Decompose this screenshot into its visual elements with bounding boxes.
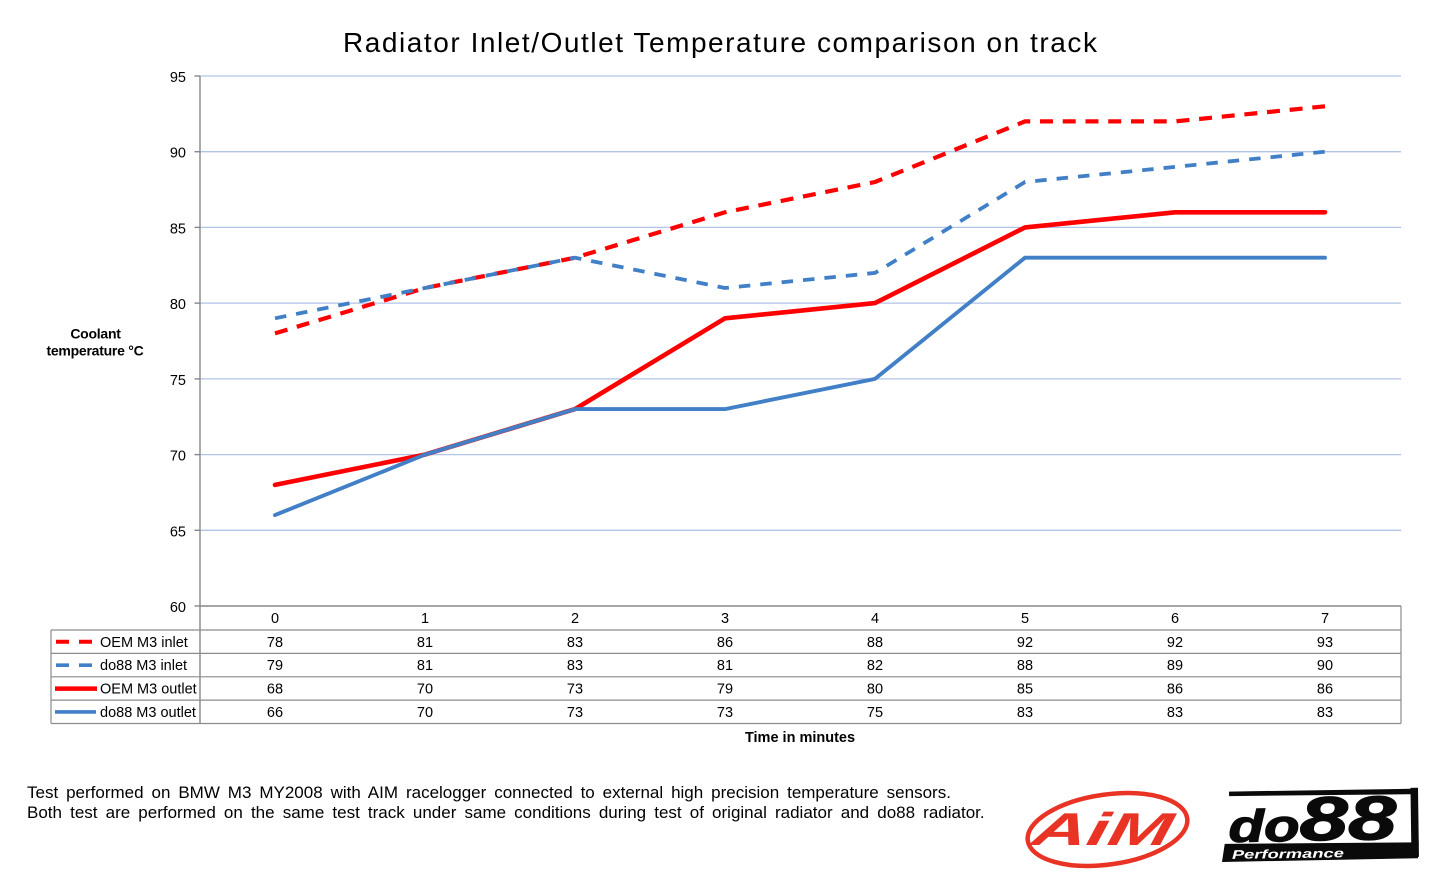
svg-text:70: 70 bbox=[417, 682, 433, 698]
svg-text:Coolant: Coolant bbox=[70, 326, 121, 342]
svg-text:80: 80 bbox=[170, 297, 186, 313]
svg-text:81: 81 bbox=[417, 658, 433, 674]
svg-text:AiM: AiM bbox=[1026, 803, 1180, 854]
svg-text:70: 70 bbox=[417, 705, 433, 721]
svg-text:3: 3 bbox=[721, 611, 729, 627]
svg-text:88: 88 bbox=[867, 635, 883, 651]
svg-text:68: 68 bbox=[267, 682, 283, 698]
svg-text:Performance: Performance bbox=[1232, 846, 1344, 862]
svg-text:81: 81 bbox=[417, 635, 433, 651]
svg-text:83: 83 bbox=[1167, 705, 1183, 721]
svg-text:78: 78 bbox=[267, 635, 283, 651]
svg-text:81: 81 bbox=[717, 658, 733, 674]
svg-text:83: 83 bbox=[1017, 705, 1033, 721]
svg-text:85: 85 bbox=[170, 221, 186, 237]
svg-text:60: 60 bbox=[170, 600, 186, 616]
svg-text:79: 79 bbox=[267, 658, 283, 674]
svg-text:do88 M3 outlet: do88 M3 outlet bbox=[100, 705, 196, 721]
svg-text:Test performed on BMW M3 MY200: Test performed on BMW M3 MY2008 with AIM… bbox=[27, 783, 951, 802]
svg-text:OEM M3 outlet: OEM M3 outlet bbox=[100, 682, 197, 698]
svg-text:92: 92 bbox=[1017, 635, 1033, 651]
svg-text:86: 86 bbox=[1317, 682, 1333, 698]
svg-text:OEM M3 inlet: OEM M3 inlet bbox=[100, 635, 188, 651]
svg-text:70: 70 bbox=[170, 449, 186, 465]
svg-text:2: 2 bbox=[571, 611, 579, 627]
svg-text:83: 83 bbox=[567, 635, 583, 651]
svg-text:1: 1 bbox=[421, 611, 429, 627]
svg-text:90: 90 bbox=[1317, 658, 1333, 674]
svg-text:do: do bbox=[1228, 800, 1300, 852]
svg-text:66: 66 bbox=[267, 705, 283, 721]
svg-text:0: 0 bbox=[271, 611, 279, 627]
svg-text:89: 89 bbox=[1167, 658, 1183, 674]
svg-text:73: 73 bbox=[567, 682, 583, 698]
svg-text:Both test are performed on the: Both test are performed on the same test… bbox=[27, 803, 985, 822]
svg-text:7: 7 bbox=[1321, 611, 1329, 627]
svg-text:82: 82 bbox=[867, 658, 883, 674]
svg-text:Time in minutes: Time in minutes bbox=[745, 730, 855, 746]
svg-text:88: 88 bbox=[1299, 784, 1398, 854]
svg-text:73: 73 bbox=[567, 705, 583, 721]
svg-text:do88 M3 inlet: do88 M3 inlet bbox=[100, 658, 187, 674]
svg-text:79: 79 bbox=[717, 682, 733, 698]
svg-text:95: 95 bbox=[170, 70, 186, 86]
svg-text:temperature °C: temperature °C bbox=[46, 343, 143, 359]
svg-text:86: 86 bbox=[1167, 682, 1183, 698]
svg-text:4: 4 bbox=[871, 611, 879, 627]
svg-text:93: 93 bbox=[1317, 635, 1333, 651]
svg-text:75: 75 bbox=[170, 373, 186, 389]
svg-text:83: 83 bbox=[1317, 705, 1333, 721]
svg-text:5: 5 bbox=[1021, 611, 1029, 627]
svg-text:92: 92 bbox=[1167, 635, 1183, 651]
svg-text:6: 6 bbox=[1171, 611, 1179, 627]
svg-text:65: 65 bbox=[170, 524, 186, 540]
svg-text:73: 73 bbox=[717, 705, 733, 721]
svg-text:90: 90 bbox=[170, 146, 186, 162]
svg-text:85: 85 bbox=[1017, 682, 1033, 698]
svg-text:Radiator Inlet/Outlet Temperat: Radiator Inlet/Outlet Temperature compar… bbox=[343, 27, 1099, 58]
svg-text:75: 75 bbox=[867, 705, 883, 721]
svg-text:83: 83 bbox=[567, 658, 583, 674]
svg-text:80: 80 bbox=[867, 682, 883, 698]
svg-text:86: 86 bbox=[717, 635, 733, 651]
svg-text:88: 88 bbox=[1017, 658, 1033, 674]
